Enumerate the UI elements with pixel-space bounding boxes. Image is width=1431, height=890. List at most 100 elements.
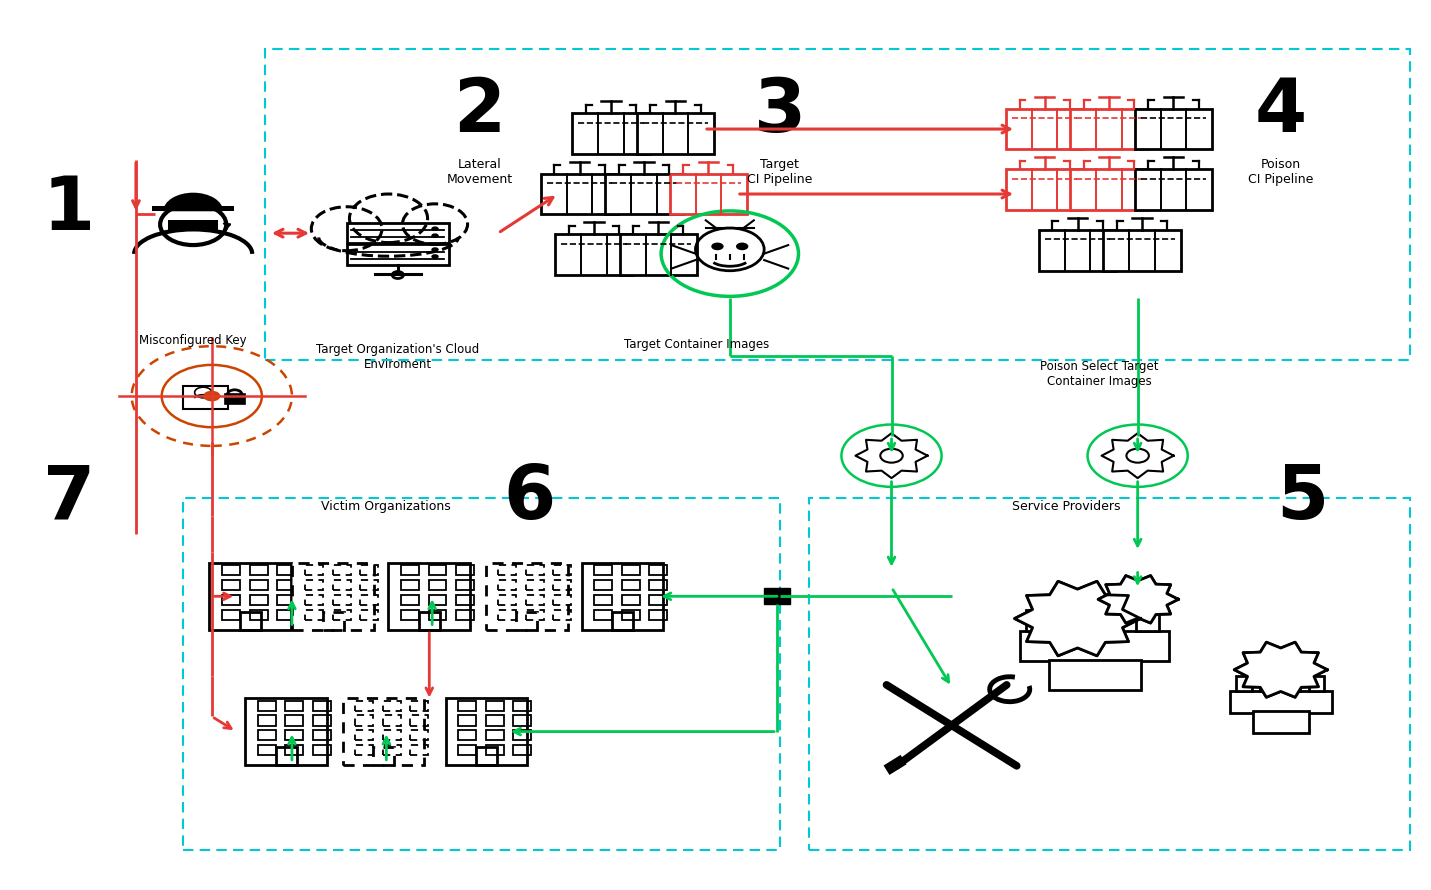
- Bar: [581, 563, 664, 629]
- Bar: [278, 595, 295, 605]
- Bar: [332, 565, 351, 576]
- Bar: [401, 610, 419, 620]
- Text: Lateral
Movement: Lateral Movement: [446, 158, 512, 186]
- Bar: [361, 565, 378, 576]
- Bar: [276, 748, 296, 765]
- Bar: [650, 595, 667, 605]
- Bar: [355, 745, 373, 756]
- Bar: [594, 595, 612, 605]
- Bar: [514, 745, 531, 756]
- Circle shape: [431, 247, 439, 252]
- Bar: [401, 595, 419, 605]
- Text: 6: 6: [504, 462, 555, 535]
- Bar: [258, 730, 276, 740]
- Bar: [554, 580, 571, 590]
- Bar: [373, 748, 394, 765]
- Text: 3: 3: [754, 75, 806, 148]
- Bar: [313, 730, 331, 740]
- Bar: [514, 700, 531, 711]
- Bar: [1308, 676, 1325, 692]
- Bar: [1103, 230, 1181, 271]
- Circle shape: [431, 226, 439, 231]
- Bar: [620, 234, 697, 275]
- Text: 4: 4: [1255, 75, 1307, 148]
- Bar: [621, 595, 640, 605]
- Text: Misconfigured Key: Misconfigured Key: [139, 334, 248, 347]
- Bar: [382, 716, 401, 725]
- Bar: [1136, 610, 1159, 631]
- Bar: [1285, 676, 1301, 692]
- Bar: [809, 498, 1410, 850]
- Bar: [222, 610, 240, 620]
- Bar: [1070, 169, 1148, 210]
- Circle shape: [711, 243, 724, 250]
- Bar: [485, 563, 568, 629]
- Bar: [278, 580, 295, 590]
- Bar: [594, 565, 612, 576]
- Bar: [650, 565, 667, 576]
- Bar: [249, 610, 268, 620]
- Bar: [222, 580, 240, 590]
- Bar: [313, 700, 331, 711]
- Bar: [388, 563, 471, 629]
- Bar: [456, 595, 474, 605]
- Text: 7: 7: [43, 462, 94, 535]
- Bar: [411, 730, 428, 740]
- Bar: [258, 716, 276, 725]
- Bar: [222, 565, 240, 576]
- Bar: [1229, 692, 1332, 713]
- Bar: [332, 595, 351, 605]
- Bar: [313, 745, 331, 756]
- Bar: [525, 610, 544, 620]
- Bar: [517, 612, 537, 629]
- Bar: [292, 563, 375, 629]
- Bar: [456, 580, 474, 590]
- Bar: [498, 610, 517, 620]
- Bar: [428, 610, 446, 620]
- Bar: [456, 565, 474, 576]
- Bar: [525, 565, 544, 576]
- Bar: [514, 716, 531, 725]
- Bar: [1063, 610, 1086, 631]
- Bar: [621, 580, 640, 590]
- Bar: [477, 748, 497, 765]
- Bar: [249, 565, 268, 576]
- Bar: [514, 730, 531, 740]
- Bar: [258, 700, 276, 711]
- Polygon shape: [1234, 643, 1328, 697]
- Text: 5: 5: [1276, 462, 1328, 535]
- Bar: [485, 700, 504, 711]
- Bar: [1099, 610, 1122, 631]
- Bar: [209, 563, 292, 629]
- Bar: [612, 612, 633, 629]
- Bar: [361, 610, 378, 620]
- Bar: [313, 716, 331, 725]
- Bar: [355, 716, 373, 725]
- Bar: [222, 595, 240, 605]
- Bar: [485, 716, 504, 725]
- Bar: [650, 610, 667, 620]
- Bar: [498, 595, 517, 605]
- Polygon shape: [1098, 576, 1178, 623]
- Bar: [152, 206, 235, 211]
- Bar: [1236, 676, 1252, 692]
- Circle shape: [203, 391, 220, 401]
- Polygon shape: [1015, 581, 1141, 656]
- Circle shape: [431, 255, 439, 259]
- Bar: [285, 745, 303, 756]
- Bar: [225, 394, 245, 404]
- Bar: [572, 113, 650, 154]
- Bar: [342, 699, 425, 765]
- Text: Poison
CI Pipeline: Poison CI Pipeline: [1248, 158, 1314, 186]
- Bar: [1254, 711, 1308, 733]
- Bar: [1020, 631, 1169, 661]
- Text: Service Providers: Service Providers: [1012, 500, 1120, 514]
- Bar: [555, 234, 633, 275]
- Bar: [1026, 610, 1049, 631]
- Bar: [305, 565, 323, 576]
- Text: 2: 2: [454, 75, 505, 148]
- Bar: [485, 745, 504, 756]
- Bar: [355, 730, 373, 740]
- Bar: [285, 700, 303, 711]
- Bar: [382, 745, 401, 756]
